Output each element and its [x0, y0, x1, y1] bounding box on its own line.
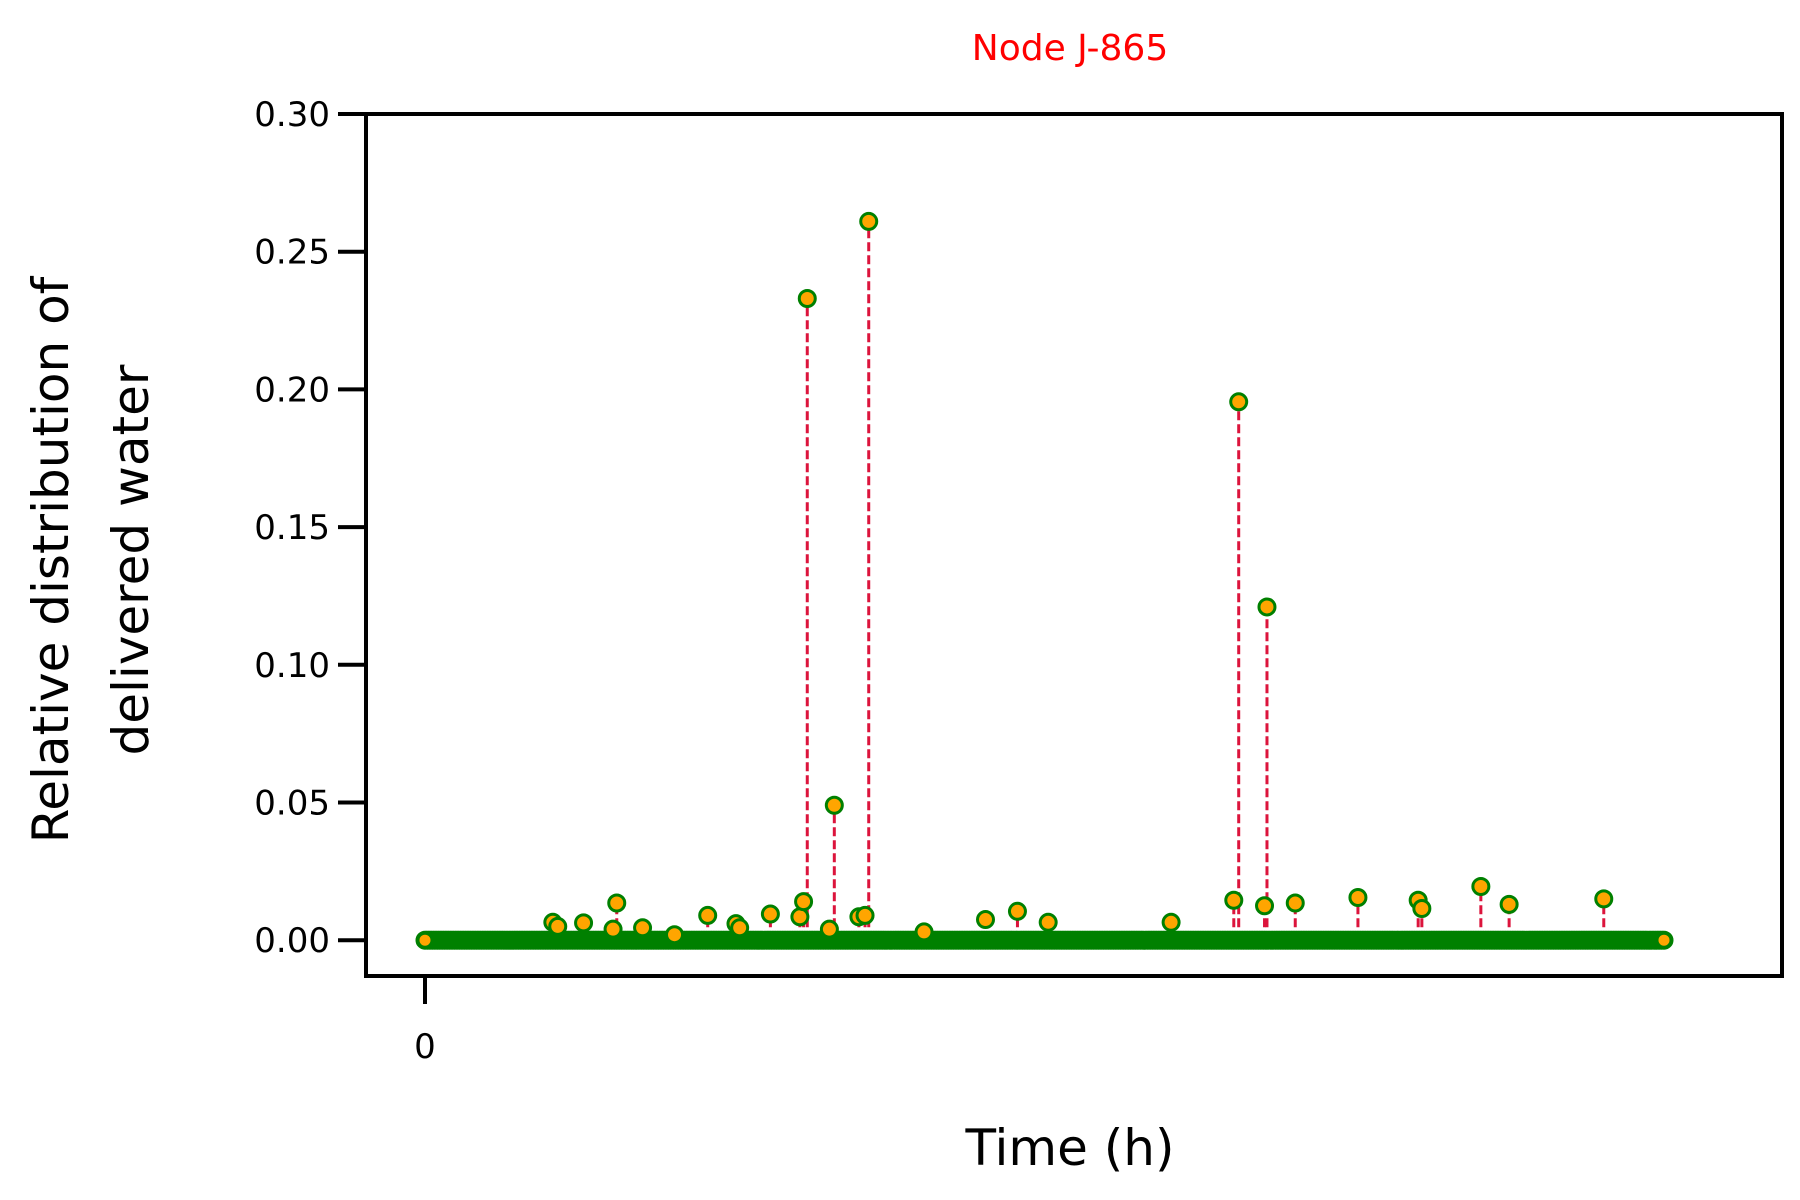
data-point: [1255, 896, 1275, 916]
data-point: [1594, 889, 1614, 909]
data-point: [416, 931, 434, 949]
data-point: [1257, 597, 1277, 617]
data-point: [824, 795, 844, 815]
data-point: [1655, 931, 1673, 949]
chart-title: Node J-865: [972, 28, 1168, 69]
data-point: [633, 918, 653, 938]
data-point: [607, 893, 627, 913]
data-point: [698, 905, 718, 925]
data-point: [1007, 901, 1027, 921]
x-axis-label: Time (h): [965, 1119, 1175, 1177]
y-axis-label-line-1: Relative distribution of: [22, 275, 80, 843]
y-tick-label: 0.10: [254, 646, 330, 686]
y-ticks: 0.00 0.05 0.10 0.15 0.20 0.25 0.30: [254, 95, 366, 961]
x-ticks: 0: [414, 976, 436, 1067]
data-point: [1412, 899, 1432, 919]
y-tick-label: 0.20: [254, 370, 330, 410]
data-point: [1499, 894, 1519, 914]
data-point: [730, 918, 750, 938]
data-point: [548, 916, 568, 936]
data-point: [914, 922, 934, 942]
markers: [415, 211, 1674, 950]
x-tick-label: 0: [414, 1027, 436, 1067]
y-tick-label: 0.00: [254, 921, 330, 961]
y-tick-label: 0.05: [254, 783, 330, 823]
data-point: [794, 892, 814, 912]
data-point: [819, 919, 839, 939]
y-axis-label-line-2: delivered water: [102, 364, 160, 755]
data-point: [976, 910, 995, 930]
data-point: [1224, 890, 1244, 910]
data-point: [1161, 912, 1181, 932]
data-point: [1229, 392, 1249, 412]
data-point: [1348, 888, 1368, 908]
data-point: [859, 211, 879, 231]
data-point: [1471, 876, 1491, 896]
data-point: [1285, 893, 1305, 913]
data-point: [797, 289, 817, 309]
data-point: [603, 919, 623, 939]
data-point: [855, 905, 875, 925]
data-point: [574, 913, 594, 933]
y-tick-label: 0.15: [254, 508, 330, 548]
data-point: [665, 925, 685, 945]
data-point: [760, 904, 780, 924]
plot-frame: [364, 112, 1784, 978]
data-point: [1038, 912, 1058, 932]
y-axis-label: Relative distribution of delivered water: [22, 275, 160, 843]
data-point: [790, 907, 810, 927]
y-tick-label: 0.25: [254, 233, 330, 273]
stems: [551, 221, 1606, 941]
y-tick-label: 0.30: [254, 95, 330, 135]
